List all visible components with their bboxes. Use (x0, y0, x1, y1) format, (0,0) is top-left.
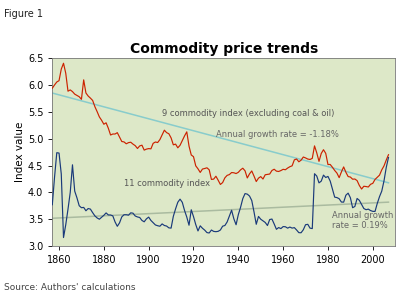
Y-axis label: Index value: Index value (15, 122, 25, 182)
Text: 11 commodity index: 11 commodity index (124, 179, 210, 188)
Title: Commodity price trends: Commodity price trends (130, 42, 318, 55)
Text: Source: Authors' calculations: Source: Authors' calculations (4, 283, 135, 292)
Text: Figure 1: Figure 1 (4, 9, 43, 19)
Text: Annual growth rate = -1.18%: Annual growth rate = -1.18% (216, 130, 339, 139)
Text: 9 commodity index (excluding coal & oil): 9 commodity index (excluding coal & oil) (162, 109, 335, 118)
Text: Annual growth
rate = 0.19%: Annual growth rate = 0.19% (332, 211, 394, 230)
